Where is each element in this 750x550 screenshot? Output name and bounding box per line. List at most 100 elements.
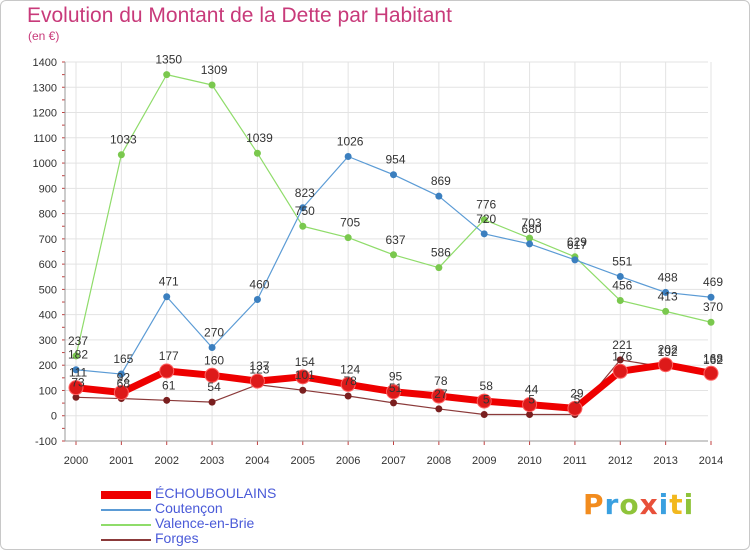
data-label: 460 <box>249 278 269 292</box>
series-point-2 <box>208 81 216 89</box>
x-tick-label: 2007 <box>381 455 405 467</box>
series-point-1 <box>662 288 670 296</box>
y-tick-label: 300 <box>39 335 57 347</box>
data-label: 823 <box>295 186 315 200</box>
data-label: 162 <box>703 353 723 367</box>
data-label: 869 <box>431 174 451 188</box>
series-point-0 <box>386 384 401 400</box>
legend-label: Coutençon <box>155 500 223 516</box>
series-point-3 <box>390 399 397 407</box>
series-point-2 <box>163 71 171 79</box>
series-point-3 <box>480 410 488 418</box>
data-label: 78 <box>434 374 448 388</box>
series-point-3 <box>526 410 534 418</box>
data-label: 111 <box>69 366 88 380</box>
data-label: 123 <box>249 363 269 377</box>
data-label: 154 <box>295 355 315 369</box>
data-label: 629 <box>567 235 587 249</box>
data-label: 954 <box>385 153 405 167</box>
x-tick-label: 2008 <box>427 455 451 467</box>
data-label: 5 <box>574 392 581 406</box>
data-label: 54 <box>207 380 221 394</box>
data-label: 617 <box>567 238 587 252</box>
chart-title: Evolution du Montant de la Dette par Hab… <box>27 4 452 27</box>
data-label: 73 <box>71 375 85 389</box>
series-point-1 <box>208 344 216 352</box>
series-point-1 <box>344 152 352 160</box>
data-label: 182 <box>68 348 88 362</box>
x-tick-label: 2014 <box>699 455 723 467</box>
series-point-3 <box>163 396 171 404</box>
legend-swatch <box>101 509 151 511</box>
data-label: 221 <box>612 338 632 352</box>
y-tick-label: 700 <box>39 234 57 246</box>
series-point-3 <box>72 393 80 401</box>
y-tick-label: 200 <box>39 360 57 372</box>
series-point-0 <box>204 367 220 383</box>
series-point-0 <box>658 357 674 373</box>
data-label: 370 <box>703 300 723 314</box>
data-label: 202 <box>658 343 678 357</box>
y-tick-label: 400 <box>39 310 57 322</box>
x-tick-label: 2002 <box>154 455 178 467</box>
x-tick-label: 2006 <box>336 455 360 467</box>
data-label: 720 <box>476 212 496 226</box>
x-tick-label: 2001 <box>109 455 133 467</box>
legend-swatch <box>101 524 151 526</box>
x-tick-label: 2012 <box>608 455 632 467</box>
chart-unit: (en €) <box>28 29 60 43</box>
series-point-2 <box>72 352 80 360</box>
data-label: 168 <box>703 351 723 365</box>
data-label: 27 <box>434 387 448 401</box>
data-label: 101 <box>295 368 315 382</box>
data-label: 1039 <box>246 131 273 145</box>
y-tick-label: 0 <box>51 411 57 423</box>
series-point-1 <box>616 273 624 281</box>
series-point-1 <box>707 293 715 301</box>
series-point-2 <box>435 264 443 272</box>
series-point-2 <box>480 216 488 224</box>
series-point-0 <box>249 373 265 389</box>
data-label: 413 <box>658 289 678 303</box>
data-label: 160 <box>204 353 224 367</box>
y-tick-label: 1300 <box>33 82 57 94</box>
data-label: 177 <box>159 349 179 363</box>
data-label: 776 <box>476 198 496 212</box>
series-point-2 <box>616 297 624 305</box>
data-label: 586 <box>431 246 451 260</box>
data-label: 471 <box>159 275 179 289</box>
data-label: 192 <box>658 345 678 359</box>
series-point-1 <box>253 296 261 304</box>
series-point-2 <box>299 222 307 230</box>
data-label: 488 <box>658 270 678 284</box>
data-label: 705 <box>340 216 360 230</box>
x-tick-label: 2003 <box>200 455 224 467</box>
series-point-2 <box>344 234 352 242</box>
series-point-3 <box>299 386 307 394</box>
x-tick-label: 2009 <box>472 455 496 467</box>
series-point-2 <box>707 318 715 326</box>
series-point-2 <box>662 307 670 315</box>
y-tick-label: 900 <box>39 183 57 195</box>
series-point-0 <box>431 388 447 404</box>
legend-label: Valence-en-Brie <box>155 515 255 531</box>
x-tick-label: 2010 <box>517 455 541 467</box>
series-point-1 <box>117 370 125 378</box>
legend-swatch <box>101 539 151 541</box>
data-label: 124 <box>340 362 360 376</box>
series-point-0 <box>522 397 538 413</box>
series-point-2 <box>117 151 125 159</box>
data-label: 44 <box>525 383 539 397</box>
data-label: 29 <box>570 386 584 400</box>
data-label: 176 <box>612 349 632 363</box>
data-label: 1350 <box>155 53 182 67</box>
proxiti-logo: Proxiti <box>583 488 695 521</box>
grid-lines <box>65 61 712 442</box>
data-label: 551 <box>612 255 632 269</box>
data-label: 637 <box>385 233 405 247</box>
data-label: 1026 <box>337 134 364 148</box>
data-label: 78 <box>343 374 357 388</box>
x-tick-label: 2013 <box>653 455 677 467</box>
x-tick-label: 2005 <box>291 455 315 467</box>
